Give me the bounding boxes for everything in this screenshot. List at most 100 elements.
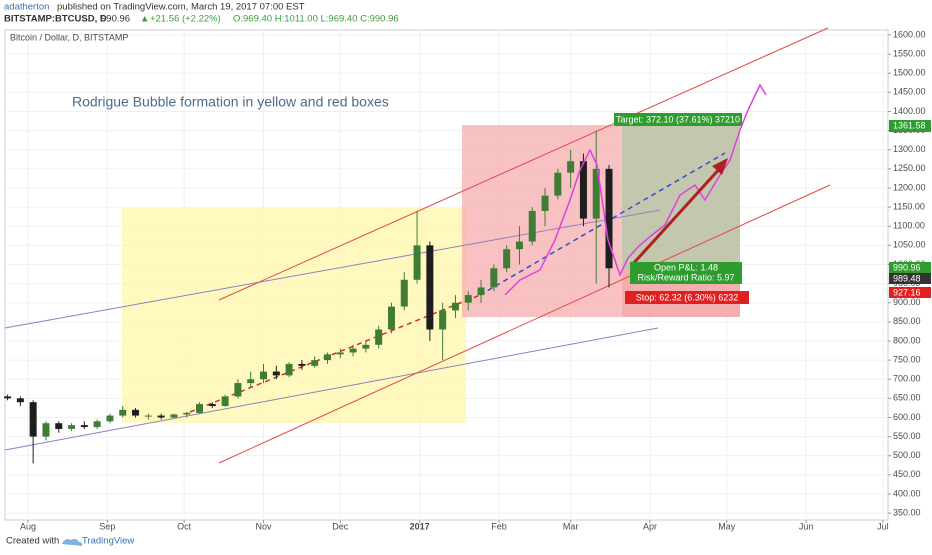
price-tag-bg [889, 262, 931, 273]
stop-label: Stop: 62.32 (6.30%) 6232 [636, 292, 739, 302]
target-label-bg [614, 113, 742, 126]
y-tick-label: 1550.00 [893, 48, 926, 58]
pnl-label-bg [630, 262, 742, 284]
candle-body [16, 398, 24, 403]
price-tag: 927.16 [893, 287, 921, 297]
y-tick-label: 350.00 [893, 507, 921, 517]
y-tick-label: 750.00 [893, 354, 921, 364]
candle-body [29, 402, 37, 437]
y-tick-label: 800.00 [893, 335, 921, 345]
y-tick-label: 850.00 [893, 316, 921, 326]
x-tick-label: Jun [799, 521, 814, 531]
candle-body [106, 415, 114, 422]
y-tick-label: 1250.00 [893, 163, 926, 173]
dashed-trend [479, 152, 726, 296]
candle-body [349, 348, 357, 353]
candle-body [144, 415, 152, 417]
candle-body [157, 415, 165, 418]
y-tick-label: 1400.00 [893, 106, 926, 116]
candle-body [426, 245, 434, 330]
last-price: 990.96 [101, 14, 130, 25]
y-tick-label: 450.00 [893, 469, 921, 479]
y-tick-label: 1500.00 [893, 68, 926, 78]
candle-body [336, 352, 344, 355]
symbol: BITSTAMP:BTCUSD, D [4, 14, 107, 25]
x-tick-label: 2017 [410, 521, 430, 531]
triangle: ▲ [140, 14, 149, 25]
price-tag: 990.96 [893, 262, 921, 272]
y-tick-label: 400.00 [893, 488, 921, 498]
price-tag: 1361.58 [893, 120, 926, 130]
candle-body [221, 396, 229, 407]
y-tick-label: 550.00 [893, 431, 921, 441]
candle-body [260, 371, 268, 380]
candle-body [490, 268, 498, 288]
candle-body [119, 409, 127, 416]
y-tick-label: 1450.00 [893, 87, 926, 97]
candle-body [413, 245, 421, 280]
candle-body [55, 423, 63, 429]
logo [62, 538, 83, 546]
stop-label-bg [625, 291, 749, 304]
candle-body [387, 306, 395, 330]
arrow-head [712, 158, 728, 175]
candle-body [80, 425, 88, 428]
arrow [630, 164, 724, 267]
candle-body [592, 168, 600, 219]
plot-frame [4, 29, 889, 521]
price-tag-bg [889, 287, 931, 298]
candle-body [439, 310, 447, 330]
y-tick-label: 500.00 [893, 450, 921, 460]
rr-label: Risk/Reward Ratio: 5.97 [637, 272, 734, 282]
y-tick-label: 900.00 [893, 297, 921, 307]
candle-body [272, 371, 280, 376]
y-tick-label: 600.00 [893, 412, 921, 422]
candle-body [375, 329, 383, 345]
projection-line [504, 83, 767, 296]
candle-body [579, 161, 587, 219]
author: adatherton [4, 2, 49, 13]
candle-body [4, 396, 12, 399]
change: +21.56 (+2.22%) [150, 14, 221, 25]
published: published on TradingView.com, March 19, … [57, 2, 305, 13]
price-tag: 989.48 [893, 273, 921, 283]
candle-body [605, 168, 613, 269]
candle-body [311, 360, 319, 366]
candle-body [68, 425, 76, 429]
y-tick-label: 1200.00 [893, 182, 926, 192]
y-tick-label: 1100.00 [893, 221, 925, 231]
pnl-label: Open P&L: 1.48 [654, 262, 718, 272]
candle-body [567, 161, 575, 173]
x-tick-label: Apr [643, 521, 657, 531]
y-tick-label: 1150.00 [893, 201, 925, 211]
candle-body [132, 409, 140, 416]
x-tick-label: Dec [332, 521, 349, 531]
x-tick-label: Jul [877, 521, 889, 531]
x-tick-label: Aug [20, 521, 36, 531]
candle-body [208, 404, 216, 407]
candle-body [247, 379, 255, 384]
yellow-box [122, 208, 466, 423]
candle-body [323, 354, 331, 361]
candle-body [362, 344, 370, 349]
candle-body [93, 421, 101, 428]
dashed-trend [189, 294, 481, 413]
x-tick-label: Oct [177, 521, 192, 531]
candle-body [464, 295, 472, 303]
candle-body [42, 423, 50, 437]
channel-line [218, 27, 829, 301]
candle-body [298, 363, 306, 366]
candle-body [528, 210, 536, 242]
price-tag-bg [889, 120, 931, 132]
y-tick-label: 650.00 [893, 393, 921, 403]
y-tick-label: 1600.00 [893, 29, 926, 39]
target-box [622, 125, 740, 270]
y-tick-label: 700.00 [893, 374, 921, 384]
y-tick-label: 1300.00 [893, 144, 926, 154]
x-tick-label: Mar [563, 521, 579, 531]
candle-body [541, 195, 549, 211]
candle-body [477, 287, 485, 296]
x-tick-label: Nov [255, 521, 272, 531]
candle-body [170, 414, 178, 418]
